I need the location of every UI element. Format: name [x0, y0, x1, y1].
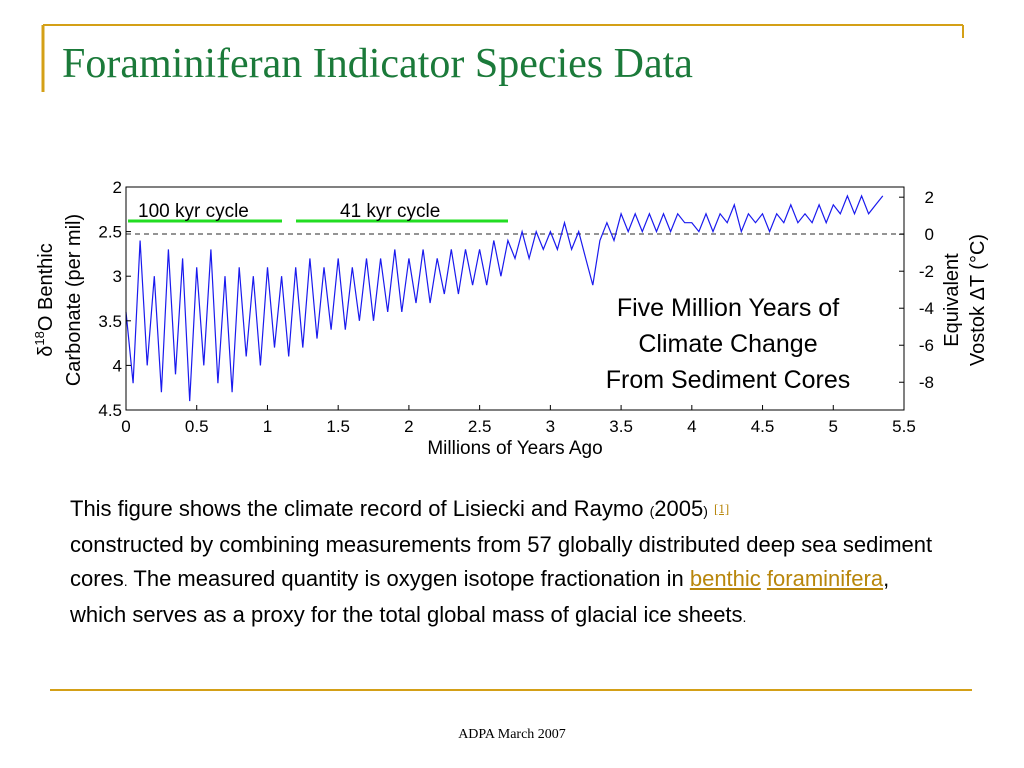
link[interactable]: benthic	[689, 566, 761, 591]
y2-axis-label: Vostok ΔT (°C)	[967, 234, 989, 366]
y-label-part: δ	[35, 346, 57, 357]
y-tick-label: 4	[113, 356, 122, 375]
x-tick-label: 5	[829, 417, 838, 436]
y2-tick-label: 0	[925, 225, 934, 244]
plot-frame	[125, 186, 905, 411]
ref-link[interactable]: [1]	[714, 501, 730, 516]
annotation: Five Million Years of	[617, 294, 839, 322]
y-label-part: 18	[32, 331, 47, 345]
y2-tick-label: -6	[919, 336, 934, 355]
x-tick-label: 2.5	[468, 417, 492, 436]
x-tick-label: 1	[263, 417, 272, 436]
footer: ADPA March 2007	[458, 727, 566, 742]
text: constructed by combining measurements fr…	[70, 532, 933, 591]
text: .	[123, 573, 128, 589]
text: , which serves as a proxy for the total …	[70, 566, 890, 627]
text: The measured quantity is oxygen isotope …	[133, 566, 690, 591]
y-tick-label: 2.5	[98, 223, 122, 242]
text: 2005	[654, 496, 704, 521]
y-label-part: O Benthic	[35, 243, 57, 331]
annotation: Climate Change	[638, 330, 817, 358]
x-tick-label: 4.5	[751, 417, 775, 436]
text: .	[742, 609, 747, 625]
x-tick-label: 3	[546, 417, 555, 436]
annotation: From Sediment Cores	[606, 366, 851, 394]
x-tick-label: 3.5	[609, 417, 633, 436]
x-tick-label: 5.5	[892, 417, 916, 436]
y-axis-label: δ18O Benthic	[32, 243, 57, 356]
text: )	[703, 503, 708, 519]
x-tick-label: 4	[687, 417, 696, 436]
x-tick-label: 0	[121, 417, 130, 436]
link[interactable]: foraminifera	[766, 566, 884, 591]
annotation: 41 kyr cycle	[340, 201, 440, 222]
y2-tick-label: -8	[919, 373, 934, 392]
x-tick-label: 0.5	[185, 417, 209, 436]
y2-tick-label: 2	[925, 188, 934, 207]
chart: 0 0.5 1 1.5 2 2.5 3 3.5 4 4.5 5 5.5 2 2.5 3 3.5 4 4.5 2 0 -2…	[32, 178, 989, 459]
y-axis-label: Carbonate (per mil)	[63, 214, 85, 386]
data-line	[125, 194, 884, 402]
y-tick-label: 4.5	[98, 401, 122, 420]
y2-tick-label: -2	[919, 262, 934, 281]
y2-tick-label: -4	[919, 299, 934, 318]
y-tick-label: 3.5	[98, 312, 122, 331]
slide-title: Foraminiferan Indicator Species Data	[62, 41, 693, 87]
x-tick-label: 1.5	[326, 417, 350, 436]
text: This figure shows the climate record of …	[70, 496, 650, 521]
text: (	[649, 503, 655, 519]
annotation: 100 kyr cycle	[138, 201, 249, 222]
x-tick-label: 2	[404, 417, 413, 436]
y-tick-label: 3	[113, 267, 122, 286]
body-text: This figure shows the climate record of …	[70, 492, 950, 634]
x-axis-label: Millions of Years Ago	[427, 438, 602, 459]
y-tick-label: 2	[113, 178, 122, 197]
y2-axis-label: Equivalent	[941, 253, 963, 347]
